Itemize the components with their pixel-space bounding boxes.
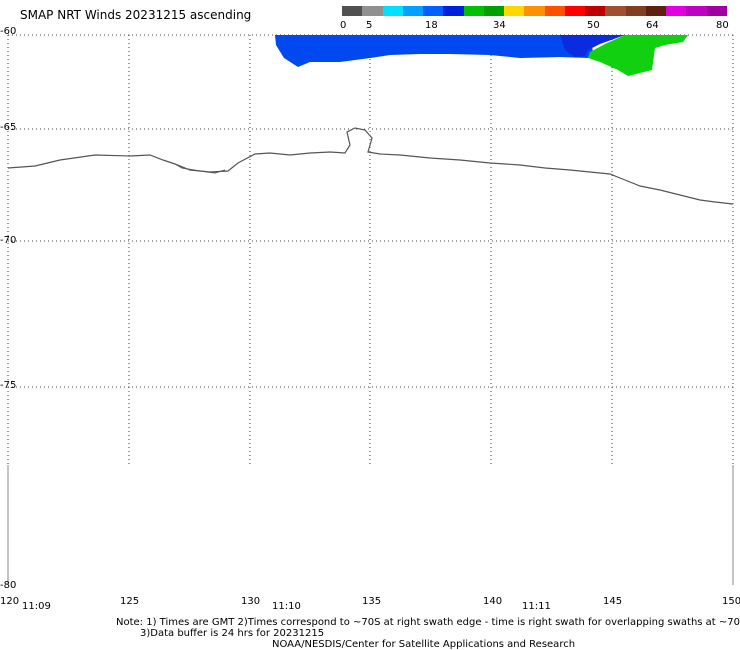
time-label: 11:11 [522, 601, 551, 612]
coastline-inner [174, 163, 226, 174]
colorbar-segment [625, 6, 646, 16]
lat-label: -75 [0, 380, 17, 391]
colorbar-segment [544, 6, 565, 16]
lon-label: 120 [0, 596, 20, 607]
time-label: 11:10 [272, 601, 301, 612]
lon-label: 125 [120, 596, 140, 607]
credit-line: NOAA/NESDIS/Center for Satellite Applica… [272, 639, 576, 650]
lat-label: -70 [0, 235, 17, 246]
wind-swath-moderate [588, 35, 688, 76]
note-line-1: Note: 1) Times are GMT 2)Times correspon… [116, 617, 740, 628]
lon-label: 140 [483, 596, 503, 607]
lon-label: 145 [603, 596, 623, 607]
colorbar-segment [564, 6, 585, 16]
colorbar-label: 50 [587, 20, 600, 31]
colorbar-segment [402, 6, 423, 16]
lat-label: -60 [0, 26, 17, 37]
colorbar-segment [342, 6, 363, 16]
colorbar-segment [524, 6, 545, 16]
colorbar-segment [585, 6, 606, 16]
colorbar-label: 18 [425, 20, 438, 31]
colorbar-segment [686, 6, 707, 16]
lon-label: 150 [722, 596, 740, 607]
map-axis-edges [7, 465, 734, 585]
colorbar-label: 64 [646, 20, 659, 31]
colorbar-label: 34 [493, 20, 506, 31]
colorbar-segment [463, 6, 484, 16]
wind-swath-low [275, 35, 593, 67]
colorbar-segment [706, 6, 727, 16]
colorbar-segment [443, 6, 464, 16]
lon-label: 135 [362, 596, 382, 607]
colorbar-label: 80 [716, 20, 729, 31]
colorbar-segment [666, 6, 687, 16]
colorbar-segment [645, 6, 666, 16]
note-line-2: 3)Data buffer is 24 hrs for 20231215 [140, 628, 325, 639]
time-label: 11:09 [22, 601, 51, 612]
antarctic-coastline [7, 127, 734, 205]
lat-label: -65 [0, 122, 17, 133]
colorbar-segment [423, 6, 444, 16]
graticule [7, 34, 734, 465]
colorbar-label: 0 [340, 20, 347, 31]
wind-speed-colorbar [342, 6, 727, 16]
colorbar-label: 5 [366, 20, 373, 31]
map-title: SMAP NRT Winds 20231215 ascending [20, 8, 252, 22]
colorbar-segment [504, 6, 525, 16]
colorbar-segment [483, 6, 504, 16]
colorbar-segment [362, 6, 383, 16]
colorbar-segment [382, 6, 403, 16]
lon-label: 130 [241, 596, 261, 607]
wind-swath-blue-edge [560, 35, 625, 57]
colorbar-segment [605, 6, 626, 16]
lat-label: -80 [0, 580, 17, 591]
